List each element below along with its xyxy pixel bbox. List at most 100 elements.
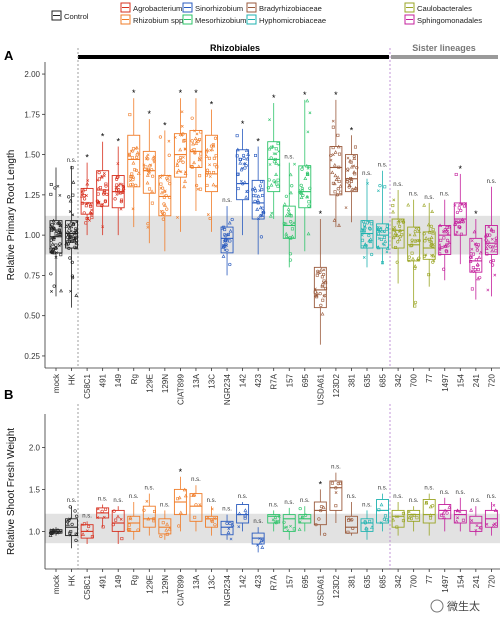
box-720: n.s. <box>484 179 498 297</box>
data-point <box>270 144 275 149</box>
data-point <box>445 250 449 254</box>
data-point <box>116 187 121 192</box>
data-point <box>331 125 335 129</box>
data-point <box>252 186 257 190</box>
data-point <box>284 234 289 238</box>
data-point <box>100 509 104 513</box>
data-point <box>135 155 139 159</box>
significance-label: n.s. <box>378 163 388 169</box>
data-point <box>113 197 117 201</box>
legend-entry: Control <box>51 10 89 21</box>
x-tick-label: 381 <box>347 373 356 387</box>
data-point <box>475 248 479 252</box>
data-point <box>350 187 355 191</box>
data-point <box>58 193 62 197</box>
data-point <box>349 179 353 183</box>
data-point <box>254 194 258 198</box>
box-685: n.s. <box>376 486 389 532</box>
data-point <box>120 182 124 186</box>
legend-label: Hyphomicrobiaceae <box>259 16 326 25</box>
box-1497: n.s. <box>438 490 452 532</box>
data-point <box>54 243 58 247</box>
data-point <box>102 174 106 178</box>
data-point <box>230 217 234 222</box>
data-point <box>447 505 452 509</box>
significance-label: n.s. <box>191 477 201 483</box>
data-point <box>445 511 449 515</box>
data-point <box>332 162 337 167</box>
data-point <box>470 519 474 522</box>
data-point <box>71 213 75 217</box>
x-tick-label: 700 <box>410 373 419 387</box>
data-point <box>353 186 358 190</box>
data-point <box>322 268 326 272</box>
data-point <box>289 190 293 195</box>
data-point <box>130 156 134 160</box>
data-point <box>240 166 244 170</box>
x-tick-label: 77 <box>425 373 434 382</box>
data-point <box>376 225 380 229</box>
data-point <box>273 519 277 523</box>
data-point <box>73 228 78 233</box>
box-C58C1: n.s. <box>80 513 94 544</box>
data-point <box>321 283 325 287</box>
data-point <box>445 226 449 230</box>
data-point <box>238 160 243 165</box>
data-point <box>81 532 85 536</box>
legend-label: Mesorhizobium <box>195 16 247 25</box>
box-iqr <box>220 226 234 254</box>
data-point <box>53 245 58 250</box>
data-point <box>68 256 72 260</box>
data-point <box>492 503 496 507</box>
data-point <box>301 193 305 197</box>
x-tick-label: 241 <box>472 574 481 588</box>
y-tick-label: 1.5 <box>29 485 41 494</box>
data-point <box>431 253 436 258</box>
data-point <box>166 178 170 182</box>
x-tick-label: USDA61 <box>316 373 325 405</box>
data-point <box>394 245 398 249</box>
data-point <box>393 233 397 237</box>
data-point <box>212 156 216 160</box>
box-381: n.s. <box>345 494 358 536</box>
data-point <box>197 138 201 142</box>
data-point <box>368 227 372 231</box>
data-point <box>268 163 272 166</box>
group-label-rhizobiales: Rhizobiales <box>210 43 260 53</box>
data-point <box>459 208 463 213</box>
data-point <box>334 504 338 508</box>
data-point <box>120 537 124 541</box>
data-point <box>353 172 357 176</box>
data-point <box>146 225 150 229</box>
data-point <box>58 242 62 246</box>
data-point <box>71 221 75 225</box>
panel-b-label: B <box>4 387 13 402</box>
x-tick-label: C58C1 <box>83 574 92 599</box>
significance-label: n.s. <box>362 502 372 508</box>
data-point <box>471 252 475 256</box>
data-point <box>128 152 132 156</box>
box-700: n.s. <box>407 498 421 532</box>
data-point <box>235 154 239 158</box>
data-point <box>193 136 198 140</box>
data-point <box>128 179 132 182</box>
data-point <box>194 141 199 145</box>
significance-label: * <box>272 93 276 103</box>
data-point <box>274 152 278 156</box>
box-iqr <box>469 237 483 273</box>
data-point <box>429 224 434 228</box>
data-point <box>352 164 356 168</box>
legend-entry: Mesorhizobium <box>182 14 247 25</box>
data-point <box>284 213 289 218</box>
data-point <box>285 525 289 529</box>
data-point <box>56 220 61 224</box>
box-iqr <box>282 205 296 239</box>
data-point <box>68 237 72 241</box>
x-tick-label: 695 <box>301 373 310 387</box>
data-point <box>209 148 213 152</box>
data-point <box>305 172 310 177</box>
data-point <box>56 184 60 188</box>
data-point <box>484 234 488 239</box>
data-point <box>71 193 75 197</box>
data-point <box>177 495 182 500</box>
